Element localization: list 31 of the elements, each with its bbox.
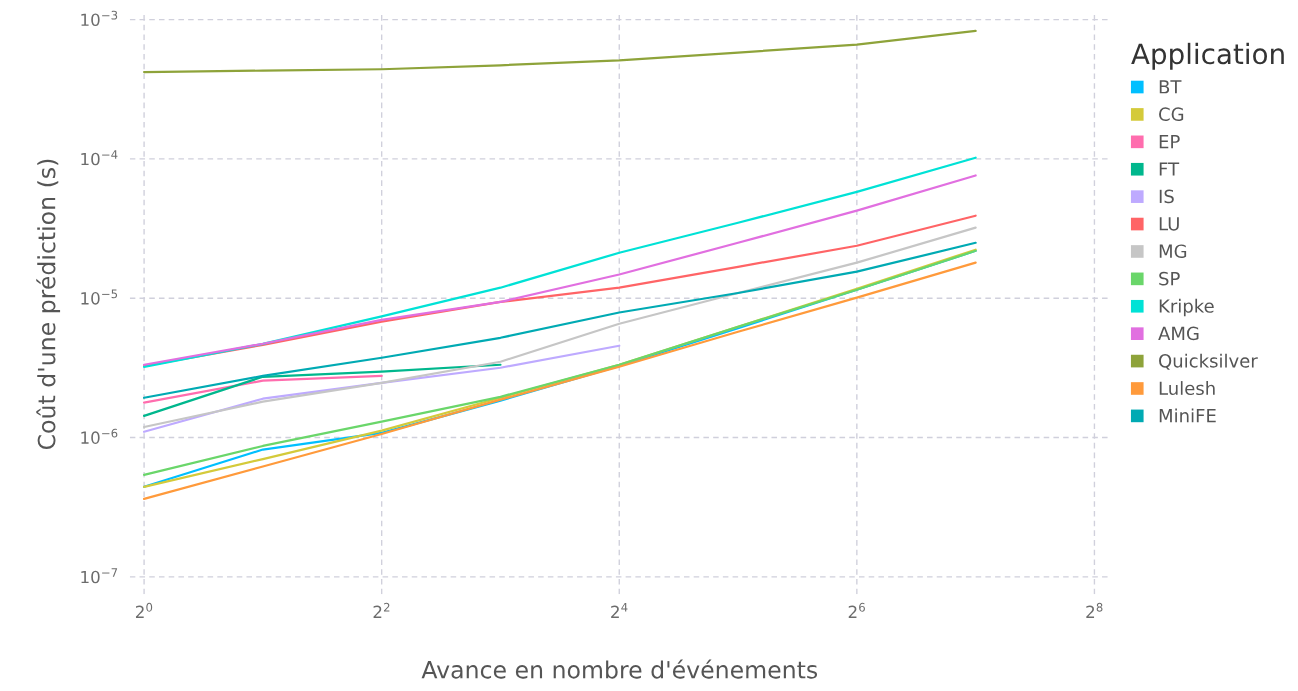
legend-label: IS bbox=[1159, 189, 1174, 204]
line-series bbox=[142, 29, 977, 74]
x-tick-label: 2$^{6}$ bbox=[848, 602, 865, 618]
legend-title: Application bbox=[1131, 42, 1284, 70]
legend-label: FT bbox=[1159, 162, 1180, 176]
x-axis-title: Avance en nombre d'événements bbox=[421, 659, 818, 679]
legend-label: MG bbox=[1159, 244, 1187, 259]
legend-label: Kripke bbox=[1159, 298, 1214, 317]
line-series bbox=[142, 226, 977, 429]
legend-label: LU bbox=[1159, 217, 1179, 231]
y-tick-label: 10$^{−7}$ bbox=[81, 568, 118, 584]
y-tick-label: 10$^{−5}$ bbox=[81, 289, 118, 305]
y-tick-label: 10$^{−6}$ bbox=[81, 428, 118, 444]
legend-label: Lulesh bbox=[1159, 381, 1215, 396]
legend-label: EP bbox=[1159, 134, 1180, 149]
y-axis-title: Coût d'une prédiction (s) bbox=[36, 159, 61, 450]
x-tick-label: 2$^{0}$ bbox=[135, 602, 153, 618]
y-tick-label: 10$^{−4}$ bbox=[81, 150, 118, 166]
x-tick-label: 2$^{2}$ bbox=[373, 602, 390, 618]
line-series bbox=[142, 363, 502, 418]
x-tick-label: 2$^{8}$ bbox=[1086, 602, 1103, 618]
x-tick-label: 2$^{4}$ bbox=[611, 603, 628, 618]
legend-label: AMG bbox=[1158, 326, 1199, 341]
legend-label: MiniFE bbox=[1159, 408, 1216, 423]
legend-label: CG bbox=[1159, 107, 1184, 122]
legend-label: BT bbox=[1159, 80, 1182, 94]
y-tick-label: 10$^{−3}$ bbox=[81, 10, 118, 27]
legend-label: Quicksilver bbox=[1159, 353, 1258, 370]
line-series bbox=[142, 241, 977, 399]
legend-label: SP bbox=[1159, 271, 1180, 286]
line-series bbox=[142, 344, 621, 433]
